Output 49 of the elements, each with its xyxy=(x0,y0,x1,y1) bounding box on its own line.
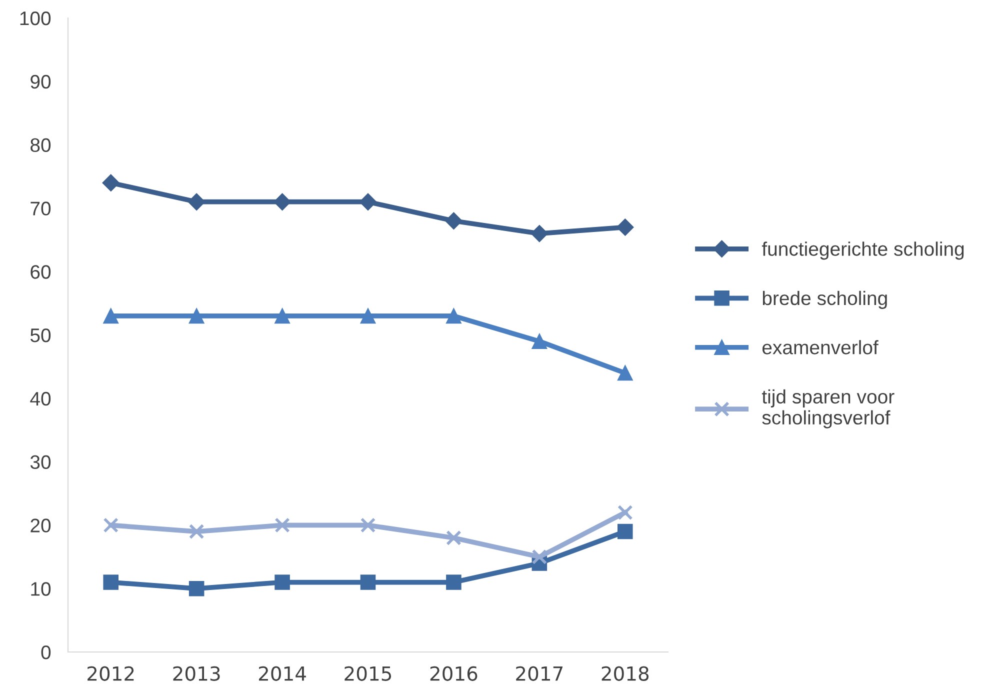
point xyxy=(360,308,376,324)
y-tick-label: 90 xyxy=(30,74,51,89)
point xyxy=(360,574,376,590)
legend-label: tijd sparen voor scholingsverlof xyxy=(762,389,894,428)
point xyxy=(274,574,290,590)
y-tick-label: 60 xyxy=(30,265,51,279)
point xyxy=(618,365,633,381)
point xyxy=(188,524,204,540)
point xyxy=(532,549,548,565)
y-tick-label: 20 xyxy=(30,518,51,532)
x-tick-label: 2013 xyxy=(173,666,220,681)
point xyxy=(360,518,376,533)
legend-label: brede scholing xyxy=(762,290,887,309)
x-tick-label: 2015 xyxy=(344,666,392,681)
point xyxy=(446,574,462,590)
legend-label: examenverlof xyxy=(762,340,878,354)
y-tick-label: 40 xyxy=(30,392,51,406)
point xyxy=(445,212,462,230)
point xyxy=(618,504,633,520)
point xyxy=(359,193,377,210)
point xyxy=(532,334,548,349)
point xyxy=(274,518,290,533)
point xyxy=(188,193,206,210)
point xyxy=(103,574,118,590)
x-tick-label: 2018 xyxy=(602,666,649,681)
point xyxy=(618,524,633,540)
x-tick-label: 2017 xyxy=(516,666,563,681)
point xyxy=(446,530,462,546)
point xyxy=(103,308,118,324)
y-tick-label: 0 xyxy=(41,645,51,660)
point xyxy=(103,518,118,533)
point xyxy=(446,308,462,324)
y-tick-label: 10 xyxy=(31,582,51,596)
point xyxy=(274,193,291,210)
y-tick-label: 50 xyxy=(30,328,51,342)
x-tick-label: 2012 xyxy=(88,666,134,681)
point xyxy=(616,218,634,236)
point xyxy=(188,308,204,324)
point xyxy=(530,225,548,242)
y-tick-label: 30 xyxy=(30,455,51,470)
legend-label: functiegerichte scholing xyxy=(762,242,964,260)
x-tick-label: 2016 xyxy=(430,666,478,681)
x-tick-label: 2014 xyxy=(258,666,306,681)
y-tick-label: 80 xyxy=(30,138,51,152)
y-tick-label: 100 xyxy=(20,11,51,26)
point xyxy=(274,308,290,324)
point xyxy=(188,580,204,596)
y-tick-label: 70 xyxy=(30,202,51,216)
point xyxy=(102,174,120,192)
